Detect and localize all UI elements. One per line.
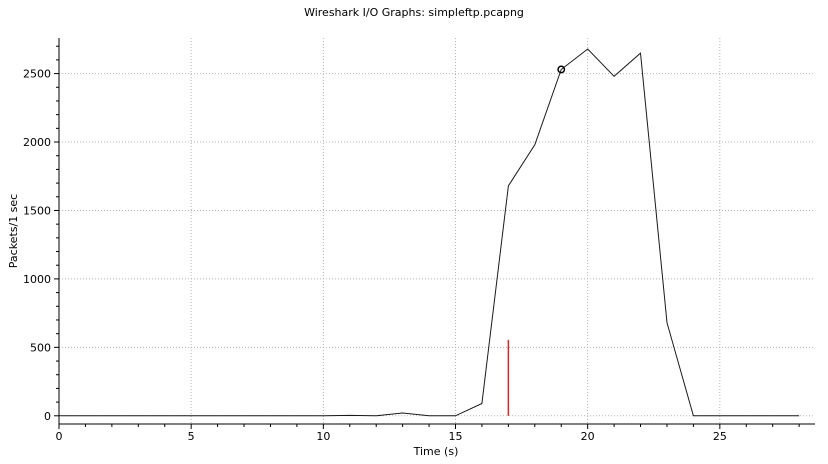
x-tick-label: 20 xyxy=(581,430,595,443)
y-tick-label: 2500 xyxy=(23,68,51,81)
y-axis-label: Packets/1 sec xyxy=(7,194,20,268)
ticks: 0 5 10 15 20 25 0 500 1000 1500 2000 2500 xyxy=(23,45,800,443)
gridlines xyxy=(59,38,815,424)
selected-point-marker[interactable] xyxy=(557,65,566,74)
x-tick-label: 15 xyxy=(449,430,463,443)
y-tick-label: 1000 xyxy=(23,273,51,286)
y-tick-label: 2000 xyxy=(23,136,51,149)
y-tick-label: 1500 xyxy=(23,204,51,217)
y-tick-label: 0 xyxy=(44,410,51,423)
plot-area[interactable] xyxy=(59,48,800,417)
axes xyxy=(58,38,815,425)
x-tick-label: 0 xyxy=(56,430,63,443)
x-axis-label: Time (s) xyxy=(413,445,459,458)
x-tick-label: 10 xyxy=(316,430,330,443)
x-tick-label: 5 xyxy=(188,430,195,443)
chart-title: Wireshark I/O Graphs: simpleftp.pcapng xyxy=(304,6,524,19)
packets-series-line xyxy=(59,48,800,417)
y-tick-label: 500 xyxy=(30,341,51,354)
x-tick-label: 25 xyxy=(713,430,727,443)
